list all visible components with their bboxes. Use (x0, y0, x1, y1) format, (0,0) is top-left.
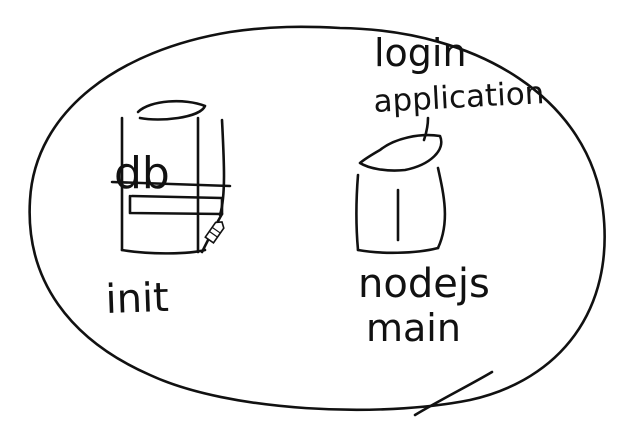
main-label: main (366, 306, 461, 350)
init-label: init (105, 275, 170, 323)
pen-cursor-icon (204, 221, 225, 245)
application-label: application (373, 75, 546, 120)
nodejs-label: nodejs (358, 261, 490, 307)
nodejs-container (355, 116, 447, 255)
db-label: db (114, 148, 170, 199)
boundary-ellipse (28, 25, 606, 412)
login-label: login (374, 31, 467, 75)
db-container (110, 99, 232, 255)
boundary-tail (413, 370, 494, 417)
